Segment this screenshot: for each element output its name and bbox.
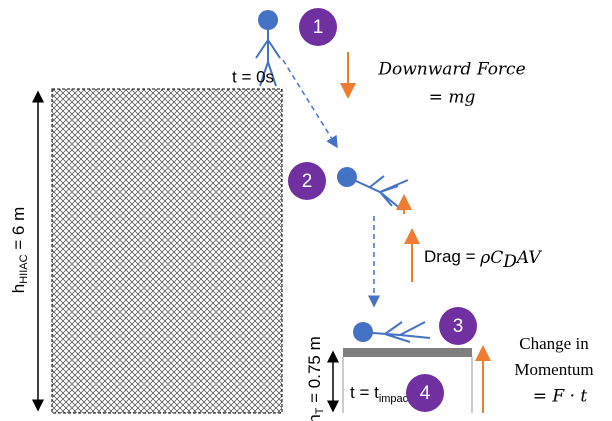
step-number: 3: [453, 316, 464, 337]
step-number: 2: [302, 171, 313, 192]
person-landing: [353, 322, 430, 342]
airbag: [343, 348, 472, 357]
impact-time: t = timpact: [350, 383, 411, 404]
airbag-height-label: hT = 0.75 m: [305, 336, 325, 421]
step-number: 4: [420, 383, 431, 404]
force-label: = mg: [429, 88, 476, 108]
height-label: hHIIAC = 6 m: [9, 207, 29, 294]
diagram: hHIIAC = 6 m 1 t = 0s Downward Force = m…: [0, 0, 612, 421]
fall-path: [283, 60, 337, 147]
force-label: Downward Force: [377, 60, 525, 80]
momentum-label: Change in: [519, 334, 589, 353]
start-time: t = 0s: [232, 67, 274, 86]
person-falling: [337, 167, 408, 210]
step-number: 1: [313, 17, 324, 38]
momentum-label: = F · t: [533, 387, 588, 407]
building: [52, 89, 282, 413]
drag-label: Drag = ρCDAV: [424, 247, 542, 271]
momentum-label: Momentum: [514, 360, 593, 379]
